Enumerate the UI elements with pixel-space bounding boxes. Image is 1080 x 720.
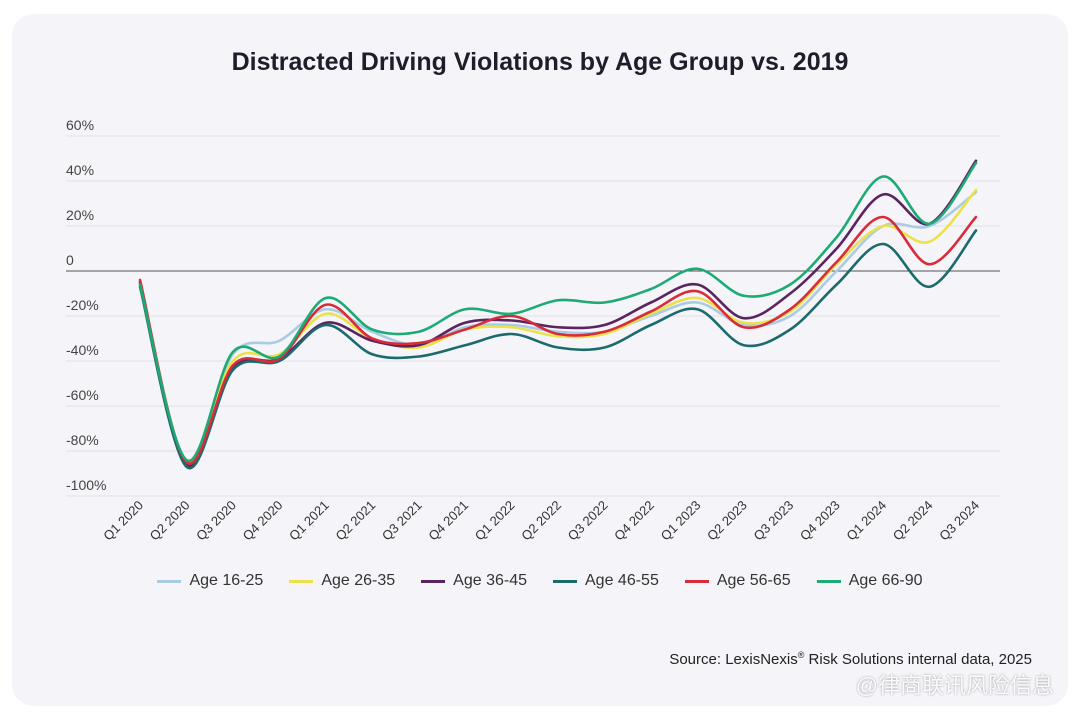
legend-item-age-56-65: Age 56-65 [684,572,791,590]
legend-label: Age 56-65 [716,572,791,589]
x-tick-label: Q3 2024 [936,498,982,544]
x-tick-label: Q4 2023 [797,498,843,544]
x-tick-label: Q4 2022 [611,498,657,544]
x-tick-label: Q2 2023 [704,498,750,544]
x-tick-label: Q2 2024 [890,498,936,544]
legend-swatch [289,579,314,583]
series-line-age-16-25 [138,190,978,465]
x-tick-label: Q4 2020 [240,498,286,544]
series-line-age-26-35 [138,188,978,465]
x-tick-label: Q1 2024 [843,498,889,544]
series-line-age-66-90 [138,161,978,462]
x-tick-label: Q2 2021 [332,498,378,544]
source-suffix: Risk Solutions internal data, 2025 [804,651,1032,668]
series-line-age-46-55 [138,229,978,470]
legend-swatch [553,579,577,583]
series-lines [138,159,978,470]
series-line-age-36-45 [138,159,978,468]
x-tick-label: Q1 2021 [286,498,332,544]
chart-title: Distracted Driving Violations by Age Gro… [231,48,849,76]
legend-swatch [421,579,446,583]
legend-item-age-66-90: Age 66-90 [816,572,923,590]
x-tick-label: Q1 2022 [472,498,518,544]
y-tick-label: -60% [66,387,99,403]
y-tick-label: 60% [66,117,94,133]
legend-swatch [684,579,709,583]
y-tick-label: -80% [66,432,99,448]
x-axis-ticks: Q1 2020 Q2 2020 Q3 2020 Q4 2020 Q1 2021 Q2 20… [100,498,982,544]
y-tick-label: -40% [66,342,99,358]
x-tick-label: Q3 2022 [565,498,611,544]
x-tick-label: Q1 2023 [658,498,704,544]
gridlines [66,135,1000,497]
y-axis-ticks: 60% 40% 20% 0 -20% -40% -60% -80% -100% [66,117,106,493]
y-tick-label: 20% [66,207,94,223]
legend-label: Age 36-45 [453,572,527,589]
x-tick-label: Q2 2022 [518,498,564,544]
legend-item-age-26-35: Age 26-35 [289,572,395,590]
y-tick-label: 40% [66,162,94,178]
legend-item-age-36-45: Age 36-45 [421,572,527,590]
legend-swatch [157,579,182,583]
legend-label: Age 66-90 [848,572,923,589]
source-note: Source: LexisNexis® Risk Solutions inter… [669,650,1032,668]
source-prefix: Source: LexisNexis [669,651,798,668]
series-line-age-56-65 [138,215,978,465]
watermark: @律商联讯风险信息 [855,673,1054,698]
y-tick-label: 0 [66,252,74,268]
registered-mark: ® [797,650,805,660]
legend-item-age-16-25: Age 16-25 [157,572,263,590]
x-tick-label: Q2 2020 [147,498,193,544]
y-tick-label: -20% [66,297,99,313]
legend-label: Age 26-35 [321,572,396,589]
legend-item-age-46-55: Age 46-55 [553,572,659,590]
x-tick-label: Q3 2021 [379,498,425,544]
x-tick-label: Q3 2020 [193,498,239,544]
y-tick-label: -100% [66,477,106,493]
legend-swatch [816,579,841,583]
chart-card [12,14,1068,706]
x-tick-label: Q3 2023 [750,498,796,544]
legend-label: Age 46-55 [585,572,659,589]
x-tick-label: Q1 2020 [100,498,146,544]
legend-label: Age 16-25 [189,572,264,589]
legend: Age 16-25 Age 26-35 Age 36-45 Age 46-55 Age … [0,572,1080,590]
x-tick-label: Q4 2021 [425,498,471,544]
